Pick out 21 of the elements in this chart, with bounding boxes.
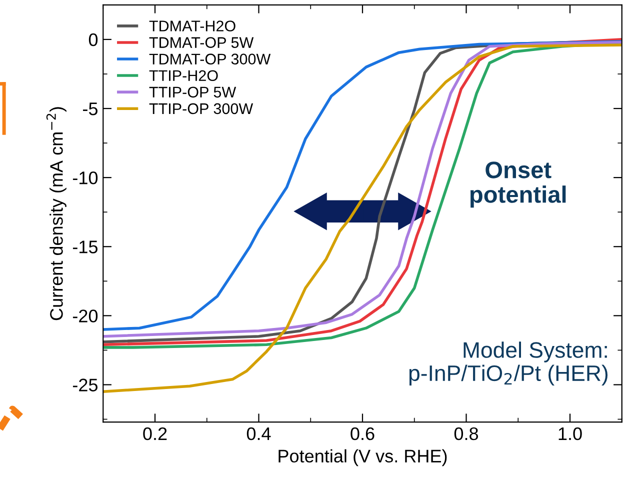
annotation: Onset potential [470,162,566,208]
legend-label: TDMAT-H2O [149,20,236,32]
y-tick-label: -20 [72,310,98,322]
y-tick-label: 0 [88,33,98,46]
legend-label: TDMAT-OP 300W [149,54,271,64]
x-tick-label: 0.6 [350,427,374,440]
x-tick-label: 0.4 [246,427,271,440]
y-tick-label: -5 [83,102,98,116]
x-axis-title: Potential (V vs. RHE) [278,449,447,466]
annotation: Model System: p-InP/TiO$_{2}$/Pt (HER) [409,342,608,386]
y-tick-label: -10 [72,171,98,184]
legend-label: TTIP-H2O [149,70,218,82]
y-tick-label: -25 [72,378,98,392]
legend-label: TTIP-OP 300W [149,103,254,114]
y-axis-title: Current density (mA cm$^{−2}$) [46,107,66,320]
x-tick-label: 0.8 [454,427,478,440]
y-tick-label: -15 [72,240,98,254]
legend-label: TTIP-OP 5W [149,86,236,98]
x-tick-label: 0.2 [143,427,167,440]
x-tick-label: 1.0 [558,427,582,440]
legend-label: TDMAT-OP 5W [149,37,254,48]
